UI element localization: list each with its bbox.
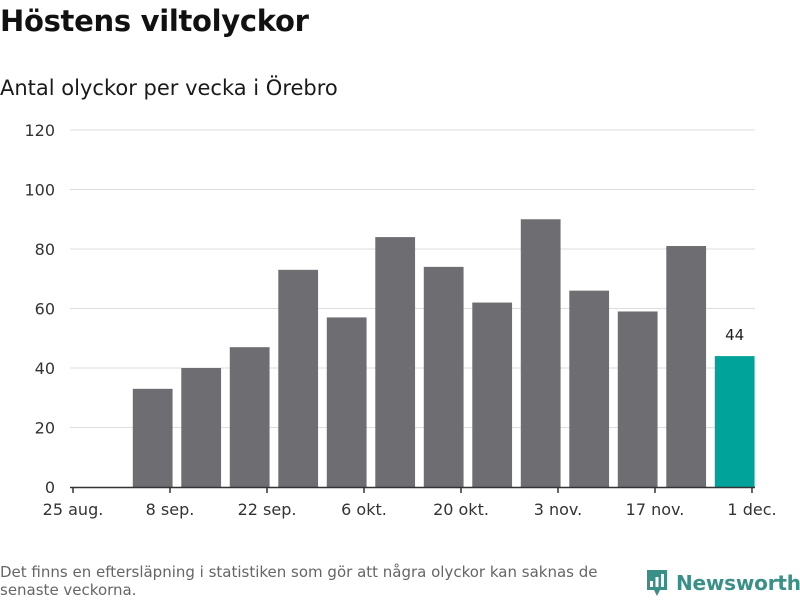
chart-title: Höstens viltolyckor (0, 4, 309, 38)
bar (278, 269, 319, 487)
bar (569, 290, 610, 487)
bar (229, 347, 270, 487)
bar (423, 266, 464, 487)
x-tick-label: 8 sep. (146, 500, 195, 519)
x-tick-label: 17 nov. (626, 500, 685, 519)
bar-chart: 0 20 40 60 80 100 120 44 25 aug. 8 sep. 22 sep. 6 o… (24, 121, 776, 519)
bar (132, 388, 173, 487)
brand: Newsworthy (645, 568, 800, 598)
bar (181, 368, 222, 487)
bar (666, 246, 707, 487)
x-tick-label: 20 okt. (433, 500, 489, 519)
bar (326, 317, 367, 487)
x-tick-label: 1 dec. (727, 500, 776, 519)
x-tick-label: 3 nov. (534, 500, 583, 519)
y-tick-label: 60 (35, 300, 55, 319)
y-tick-label: 100 (24, 181, 55, 200)
bar (714, 356, 755, 487)
x-tick-label: 25 aug. (43, 500, 104, 519)
y-tick-label: 20 (35, 419, 55, 438)
y-tick-label: 80 (35, 240, 55, 259)
footnote: Det finns en eftersläpning i statistiken… (0, 563, 598, 599)
bar (472, 302, 513, 487)
y-tick-label: 40 (35, 359, 55, 378)
x-tick-label: 22 sep. (238, 500, 297, 519)
y-tick-label: 120 (24, 121, 55, 140)
y-tick-label: 0 (45, 478, 55, 497)
newsworthy-logo-icon (647, 570, 667, 596)
bar (520, 219, 561, 487)
bar (617, 311, 658, 487)
chart-subtitle: Antal olyckor per vecka i Örebro (0, 76, 338, 100)
bar (375, 237, 416, 487)
data-label: 44 (725, 326, 744, 344)
brand-name: Newsworthy (676, 571, 800, 595)
x-tick-label: 6 okt. (341, 500, 387, 519)
